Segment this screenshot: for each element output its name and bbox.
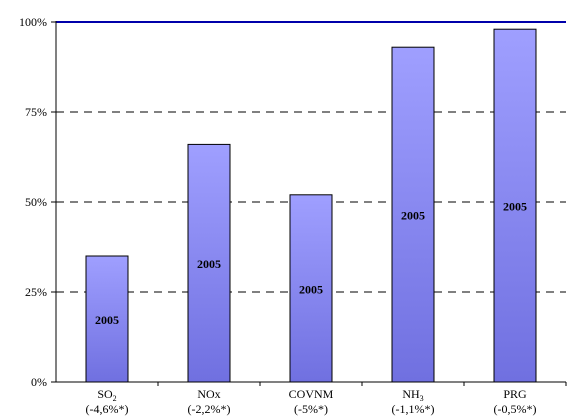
bar-label: 2005 [299, 282, 323, 296]
category-label: NH3 [402, 387, 423, 403]
category-label: PRG [503, 387, 527, 401]
category-change-label: (-4,6%*) [86, 402, 129, 416]
bar-label: 2005 [197, 257, 221, 271]
y-tick-label: 0% [31, 375, 47, 389]
category-label: COVNM [289, 387, 334, 401]
y-tick-label: 100% [19, 15, 47, 29]
bar [391, 46, 435, 383]
bar-label: 2005 [95, 313, 119, 327]
bar [493, 28, 537, 383]
category-change-label: (-5%*) [294, 402, 328, 416]
bars [85, 28, 537, 383]
category-change-label: (-0,5%*) [494, 402, 537, 416]
bar-label: 2005 [401, 209, 425, 223]
labels: 0% 25% 50% 75% 100% 2005 SO2(-4,6%*) 2005 NOx(-2… [19, 15, 536, 416]
category-label: NOx [197, 387, 220, 401]
bar [187, 143, 231, 383]
bar [85, 255, 129, 383]
category-change-label: (-2,2%*) [188, 402, 231, 416]
y-tick-label: 25% [25, 285, 47, 299]
y-tick-label: 75% [25, 105, 47, 119]
category-change-label: (-1,1%*) [392, 402, 435, 416]
bar-label: 2005 [503, 200, 527, 214]
category-label: SO2 [97, 387, 116, 403]
bar [289, 194, 333, 383]
y-tick-label: 50% [25, 195, 47, 209]
